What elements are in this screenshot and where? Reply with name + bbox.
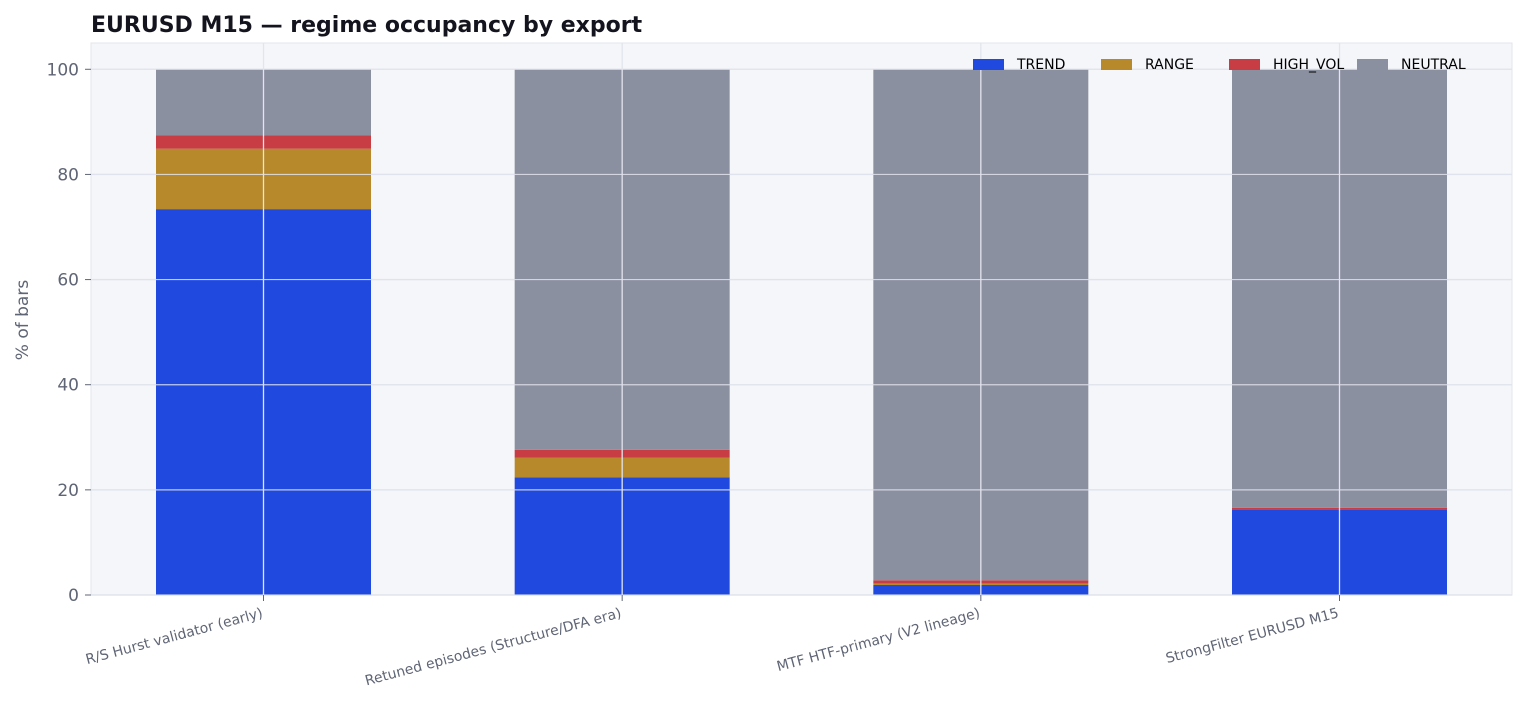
x-axis: R/S Hurst validator (early) Retuned episo… xyxy=(84,595,1341,689)
legend-swatch xyxy=(973,59,1004,70)
legend-label: TREND xyxy=(1016,57,1065,73)
y-tick-label: 60 xyxy=(57,271,79,291)
y-tick-label: 100 xyxy=(47,60,79,80)
y-tick-label: 0 xyxy=(68,586,79,606)
vertical-gridlines xyxy=(91,43,1512,596)
legend: TREND RANGE HIGH_VOL NEUTRAL xyxy=(973,57,1466,73)
x-tick-label: MTF HTF-primary (V2 lineage) xyxy=(775,605,982,675)
x-tick-label: R/S Hurst validator (early) xyxy=(84,605,265,668)
legend-swatch xyxy=(1357,59,1388,70)
x-tick-label: StrongFilter EURUSD M15 xyxy=(1164,605,1340,667)
y-tick-label: 20 xyxy=(57,481,79,501)
legend-label: RANGE xyxy=(1145,57,1194,73)
legend-swatch xyxy=(1229,59,1260,70)
legend-label: HIGH_VOL xyxy=(1273,57,1344,73)
x-tick-label: Retuned episodes (Structure/DFA era) xyxy=(363,605,623,689)
y-axis: 0 20 40 60 80 100 xyxy=(47,60,91,606)
legend-label: NEUTRAL xyxy=(1401,57,1466,73)
y-axis-label: % of bars xyxy=(13,280,33,361)
y-tick-label: 80 xyxy=(57,165,79,185)
y-tick-label: 40 xyxy=(57,376,79,396)
legend-swatch xyxy=(1101,59,1132,70)
chart-title: EURUSD M15 — regime occupancy by export xyxy=(91,13,643,38)
